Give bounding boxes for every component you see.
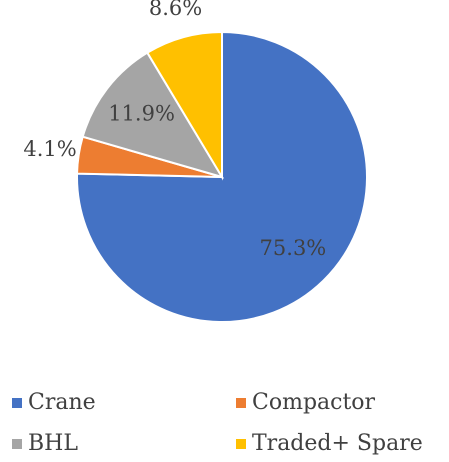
legend-swatch xyxy=(12,398,22,408)
legend-swatch xyxy=(236,439,246,449)
data-label: 8.6% xyxy=(149,0,202,20)
data-label: 11.9% xyxy=(108,102,175,126)
pie-slice xyxy=(145,30,223,181)
data-label: 75.3% xyxy=(260,236,327,260)
legend-label: Compactor xyxy=(252,390,376,415)
legend-label: Traded+ Spare xyxy=(252,431,423,456)
legend-swatch xyxy=(12,439,22,449)
data-label: 4.1% xyxy=(23,137,76,161)
legend-swatch xyxy=(236,398,246,408)
legend-label: Crane xyxy=(28,390,96,415)
pie-slice xyxy=(81,51,225,179)
legend-label: BHL xyxy=(28,431,78,456)
